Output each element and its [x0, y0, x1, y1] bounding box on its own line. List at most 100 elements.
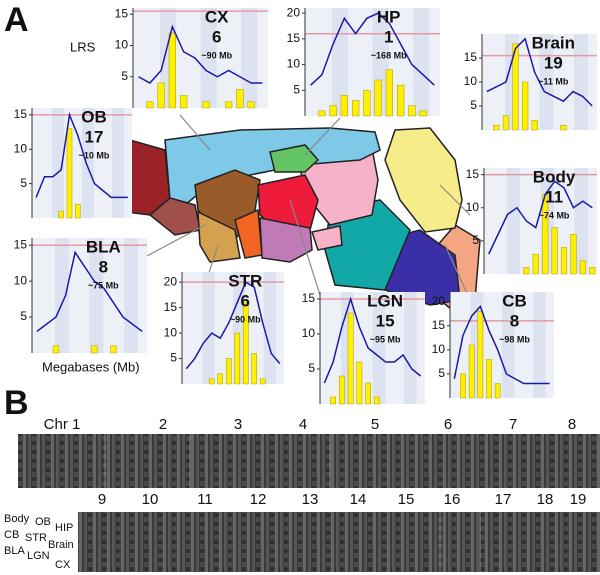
chromosome-label: Chr 1 [44, 416, 81, 433]
bar [560, 124, 567, 131]
y-tick-label: 5 [20, 309, 27, 323]
plot-band [539, 34, 554, 130]
plot-band [574, 34, 588, 130]
bar [419, 110, 427, 117]
y-tick-label: 20 [287, 5, 301, 19]
plot-band [202, 272, 215, 384]
region-label: LGN [367, 291, 403, 310]
bar [217, 373, 224, 385]
bar [242, 302, 249, 385]
lrs-line [486, 37, 593, 107]
region-label: OB [81, 107, 107, 126]
position-label: ~11 Mb [538, 76, 569, 86]
row-label: Brain [48, 539, 74, 551]
bar [363, 90, 371, 117]
chromosome-label: 19 [544, 53, 563, 72]
region-label: Brain [532, 33, 575, 52]
y-tick-label: 15 [14, 237, 28, 251]
bar [365, 382, 371, 405]
row-label: OB [35, 516, 51, 528]
bar [570, 234, 577, 275]
chromosome-label: 6 [241, 291, 250, 310]
chromosome-label: 1 [384, 27, 393, 46]
bar [408, 105, 416, 117]
y-tick-label: 10 [14, 141, 28, 155]
bar [225, 358, 232, 385]
y-tick-label: 10 [302, 326, 316, 340]
region-label: CB [502, 291, 527, 310]
bar [234, 332, 241, 385]
bar [460, 373, 466, 399]
y-tick-label: 10 [14, 273, 28, 287]
chromosome-label: 16 [444, 491, 461, 508]
bar [356, 361, 363, 405]
position-label: ~168 Mb [371, 50, 407, 60]
y-tick-label: 15 [287, 31, 301, 45]
plot-band [55, 238, 69, 353]
y-tick-label: 10 [464, 74, 478, 88]
bar [531, 120, 538, 131]
region-label: STR [228, 271, 262, 290]
bar [146, 101, 154, 109]
bar [75, 204, 81, 219]
chromosome-label: 4 [299, 416, 307, 433]
chromosome-label: 6 [444, 416, 452, 433]
panel-label: A [4, 1, 29, 39]
chromosome-label: 12 [250, 491, 267, 508]
y-tick-label: 10 [115, 38, 129, 52]
bar [340, 95, 348, 117]
chromosome-label: 13 [302, 491, 319, 508]
chromosome-label: 8 [99, 257, 108, 276]
y-tick-label: 10 [164, 325, 178, 339]
y-tick-label: 10 [432, 342, 446, 356]
bar [180, 95, 188, 109]
bar [157, 82, 165, 109]
y-tick-label: 5 [438, 366, 445, 380]
position-label: ~75 Mb [88, 280, 119, 290]
row-label: CB [4, 529, 19, 541]
y-tick-label: 15 [115, 6, 129, 20]
bar [579, 260, 586, 275]
bar [385, 69, 393, 117]
region-label: CX [205, 7, 229, 26]
bar [259, 378, 266, 385]
bar [352, 100, 360, 117]
bar [66, 128, 73, 219]
bar [247, 101, 255, 109]
heatmap [18, 434, 600, 488]
bar [347, 312, 354, 405]
row-label: CX [55, 559, 71, 571]
row-label: HIP [55, 522, 73, 534]
chromosome-label: 2 [159, 416, 167, 433]
bar [551, 227, 558, 275]
y-tick-label: 5 [470, 98, 477, 112]
chromosome-label: 8 [568, 416, 576, 433]
bar [236, 89, 244, 109]
y-tick-label: 20 [164, 274, 178, 288]
region-label: HP [377, 7, 401, 26]
position-label: ~10 Mb [79, 150, 110, 160]
chromosome-label: 7 [509, 416, 517, 433]
row-label: STR [25, 532, 47, 544]
bar [502, 115, 510, 131]
y-tick-label: 5 [170, 351, 177, 365]
bar [589, 267, 596, 275]
y-tick-label: 15 [14, 107, 28, 121]
bar [493, 124, 500, 131]
y-tick-label: 5 [121, 69, 128, 83]
plot-band [82, 108, 94, 218]
plot-band [332, 8, 349, 116]
y-tick-label: 10 [466, 200, 480, 214]
position-label: ~90 Mb [201, 50, 232, 60]
bar [318, 110, 326, 117]
position-label: ~98 Mb [499, 334, 530, 344]
plot-band [200, 8, 217, 108]
y-tick-label: 15 [464, 50, 478, 64]
y-tick-label: 5 [308, 361, 315, 375]
chromosome-label: 9 [98, 491, 106, 508]
y-tick-label: 15 [302, 291, 316, 305]
y-tick-label: 5 [20, 176, 27, 190]
bar [468, 344, 475, 399]
plot-band [52, 108, 64, 218]
